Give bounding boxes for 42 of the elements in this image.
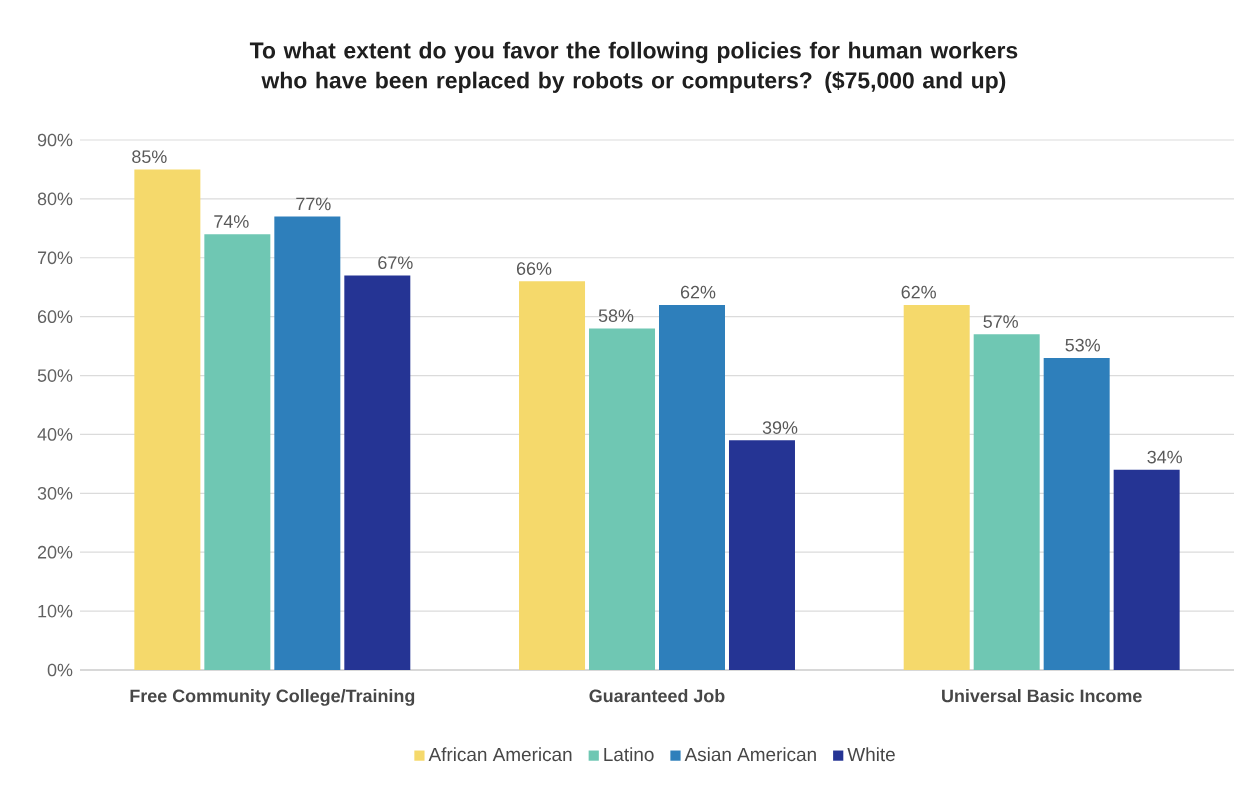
- bar: [204, 234, 271, 670]
- bar: [973, 334, 1040, 670]
- data-label: 58%: [598, 309, 634, 323]
- bar: [274, 216, 341, 670]
- y-tick-label: 20%: [37, 545, 73, 559]
- data-label: 85%: [132, 150, 167, 164]
- data-label: 34%: [1147, 450, 1182, 464]
- y-tick-label: 70%: [37, 251, 73, 265]
- chart-title: To what extent do you favor the following policies for human workers who have been replaced by robots or computers? ($75,000 and up): [249, 41, 1018, 93]
- data-label: 62%: [680, 285, 716, 299]
- x-tick-label: Guaranteed Job: [589, 689, 725, 703]
- bar: [134, 169, 201, 670]
- data-label: 67%: [378, 256, 413, 270]
- y-tick-label: 0%: [47, 663, 73, 677]
- data-label: 74%: [214, 215, 249, 228]
- data-label: 39%: [762, 421, 798, 434]
- legend-label: White: [847, 747, 895, 762]
- bar: [1113, 469, 1180, 670]
- x-tick-label: Free Community College/Training: [130, 689, 415, 706]
- data-label: 57%: [983, 315, 1018, 328]
- y-tick-label: 30%: [37, 486, 73, 500]
- bar: [903, 304, 970, 670]
- legend-label: African American: [428, 747, 572, 762]
- x-tick-label: Universal Basic Income: [942, 689, 1142, 703]
- bar: [659, 304, 725, 670]
- bar: [519, 281, 586, 670]
- y-tick-label: 10%: [38, 604, 73, 618]
- y-tick-label: 50%: [37, 369, 73, 382]
- data-label: 62%: [901, 285, 936, 299]
- legend-label: Latino: [604, 747, 654, 762]
- bar: [1043, 357, 1110, 670]
- y-tick-label: 80%: [37, 192, 73, 206]
- bar: [589, 328, 656, 670]
- data-label: 53%: [1065, 338, 1100, 352]
- y-tick-label: 90%: [37, 133, 73, 147]
- data-label: 77%: [296, 197, 331, 211]
- bar: [728, 440, 795, 670]
- y-tick-label: 60%: [37, 310, 73, 324]
- data-label: 66%: [516, 262, 552, 275]
- legend-label: Asian American: [684, 747, 816, 762]
- y-tick-label: 40%: [37, 428, 73, 441]
- bar: [344, 275, 411, 670]
